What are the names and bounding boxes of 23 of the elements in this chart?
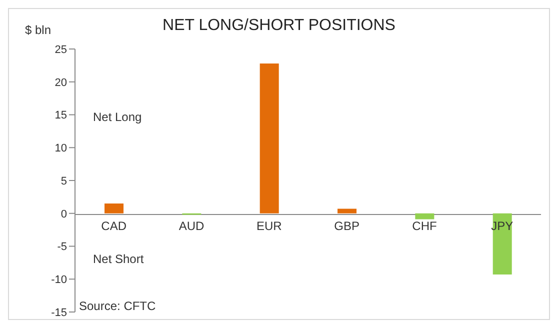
annotation: Net Short [93, 252, 144, 266]
x-tick-label: CAD [101, 219, 127, 233]
y-tick-label: -5 [57, 241, 67, 254]
y-tick-label: 10 [54, 142, 67, 155]
y-tick-label: -15 [51, 306, 67, 319]
x-tick-label: CHF [412, 219, 437, 233]
annotation: Source: CFTC [79, 299, 156, 313]
y-axis-title: $ bln [25, 23, 52, 37]
y-tick-label: 25 [54, 44, 67, 56]
bar [338, 208, 357, 214]
y-tick-label: 20 [54, 76, 67, 89]
y-tick-label: 0 [60, 208, 67, 220]
bar [104, 204, 124, 214]
x-tick-label: AUD [178, 219, 204, 233]
bar [415, 213, 434, 220]
x-tick-label: EUR [256, 219, 282, 233]
annotation: Net Long [93, 110, 142, 124]
y-tick-label: 5 [60, 175, 67, 188]
y-tick-label: -10 [51, 274, 67, 286]
y-tick-label: 15 [54, 110, 67, 122]
x-tick-label: GBP [334, 219, 360, 233]
chart-title: NET LONG/SHORT POSITIONS [162, 17, 396, 34]
bar [260, 63, 279, 214]
